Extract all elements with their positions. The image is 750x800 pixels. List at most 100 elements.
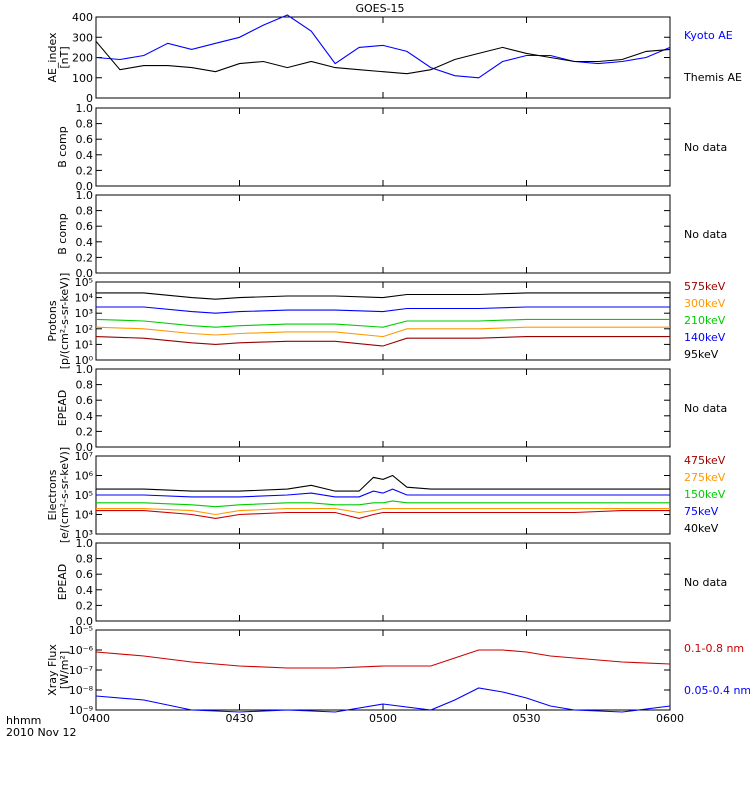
legend-label: 150keV xyxy=(684,488,726,501)
panel-epead2: 0.0 0.2 0.4 0.6 0.8 1.0 EPEAD No data xyxy=(56,537,727,628)
panel-ae: 0 100 200 300 400 AE_index [nT] Kyoto AE Themis … xyxy=(46,11,742,105)
y-tick-label: 1.0 xyxy=(76,102,94,115)
y-tick-label: 10⁰ xyxy=(75,354,94,367)
y-axis-label: Xray Flux xyxy=(46,644,59,696)
y-axis-label: B comp xyxy=(56,213,69,255)
legend-label: 75keV xyxy=(684,505,719,518)
legend-label: 0.05-0.4 nm xyxy=(684,684,750,697)
x-tick-label: 0430 xyxy=(226,712,254,725)
y-tick-label: 10⁻⁵ xyxy=(69,624,93,637)
y-tick-label: 0.0 xyxy=(76,441,94,454)
series-line-95kev xyxy=(95,336,670,347)
y-axis-label: Protons xyxy=(46,300,59,341)
y-axis-label: [p/(cm²-s-sr-keV)] xyxy=(58,273,71,370)
y-tick-label: 0.6 xyxy=(76,220,94,233)
y-tick-label: 10⁴ xyxy=(75,292,94,305)
y-tick-label: 0.4 xyxy=(76,149,94,162)
y-tick-label: 0.8 xyxy=(76,205,94,218)
y-tick-label: 0.6 xyxy=(76,133,94,146)
y-tick-label: 0.0 xyxy=(76,615,94,628)
legend-label: 300keV xyxy=(684,297,726,310)
legend-label: 475keV xyxy=(684,454,726,467)
legend-label: No data xyxy=(684,141,727,154)
series-line-275kev xyxy=(96,488,670,498)
x-tick-label: 0530 xyxy=(513,712,541,725)
panels-group: 0 100 200 300 400 AE_index [nT] Kyoto AE Themis … xyxy=(46,11,750,725)
y-tick-label: 400 xyxy=(72,11,93,24)
legend-label: No data xyxy=(684,576,727,589)
y-axis-label: EPEAD xyxy=(56,564,69,601)
panel-frame xyxy=(95,368,671,448)
series-line-210kev xyxy=(95,318,670,328)
series-line-40kev xyxy=(96,510,670,519)
series-line-75kev xyxy=(96,508,670,516)
y-tick-label: 1.0 xyxy=(76,189,94,202)
y-tick-label: 0.0 xyxy=(76,180,94,193)
y-tick-label: 0 xyxy=(86,92,93,105)
legend-label: No data xyxy=(684,228,727,241)
y-tick-label: 10⁷ xyxy=(75,450,93,463)
legend-label: 575keV xyxy=(684,280,726,293)
y-tick-label: 0.6 xyxy=(76,568,94,581)
y-tick-label: 10⁻⁸ xyxy=(69,684,94,697)
y-tick-label: 0.6 xyxy=(76,394,94,407)
y-tick-label: 0.4 xyxy=(76,236,94,249)
legend-label: 95keV xyxy=(684,348,719,361)
y-tick-label: 10³ xyxy=(75,307,93,320)
panel-epead1: 0.0 0.2 0.4 0.6 0.8 1.0 EPEAD No data xyxy=(56,363,727,454)
panel-frame xyxy=(95,281,671,361)
y-axis-label: Electrons xyxy=(46,469,59,520)
panel-frame xyxy=(95,107,671,187)
y-tick-label: 10² xyxy=(75,323,93,336)
legend-label: 0.1-0.8 nm xyxy=(684,642,744,655)
chart-title: GOES-15 xyxy=(355,2,404,15)
panel-bcomp2: 0.0 0.2 0.4 0.6 0.8 1.0 B comp No data xyxy=(56,189,727,280)
y-tick-label: 1.0 xyxy=(76,537,94,550)
y-tick-label: 10⁻⁷ xyxy=(69,664,93,677)
y-tick-label: 10¹ xyxy=(75,338,93,351)
x-tick-label: 0600 xyxy=(656,712,684,725)
x-tick-label: 0400 xyxy=(82,712,110,725)
legend-label: Kyoto AE xyxy=(684,29,733,42)
series-line-140kev xyxy=(95,326,670,338)
legend-label: 40keV xyxy=(684,522,719,535)
series-line-themis-ae xyxy=(95,40,671,75)
y-tick-label: 10⁵ xyxy=(75,276,93,289)
y-tick-label: 10⁶ xyxy=(75,470,94,483)
y-axis-label: AE_index xyxy=(46,32,59,83)
series-line-kyoto-ae xyxy=(95,14,671,79)
legend-label: 275keV xyxy=(684,471,726,484)
y-axis-label: B comp xyxy=(56,126,69,168)
legend-label: Themis AE xyxy=(683,71,742,84)
y-tick-label: 0.2 xyxy=(76,425,94,438)
y-tick-label: 100 xyxy=(72,72,93,85)
footer-date-label: 2010 Nov 12 xyxy=(6,726,76,739)
series-line-575kev xyxy=(96,292,670,300)
footer-time-label: hhmm xyxy=(6,714,41,727)
legend-label: No data xyxy=(684,402,727,415)
y-tick-label: 0.8 xyxy=(76,553,94,566)
y-tick-label: 10⁻⁹ xyxy=(69,704,93,717)
y-tick-label: 200 xyxy=(72,52,93,65)
panel-xray: 10⁻⁹ 10⁻⁸ 10⁻⁷ 10⁻⁶ 10⁻⁵ Xray Flux [W/m²] 0.1-0… xyxy=(46,624,750,717)
y-axis-label: [W/m²] xyxy=(58,651,71,689)
y-tick-label: 0.2 xyxy=(76,599,94,612)
y-tick-label: 0.2 xyxy=(76,251,94,264)
series-line-0-05-0-4-nm xyxy=(95,687,671,713)
y-axis-label: [e/(cm²-s-sr-keV)] xyxy=(58,447,71,543)
panel-electrons: 10³ 10⁴ 10⁵ 10⁶ 10⁷ Electrons [e/(cm²-s-sr-keV… xyxy=(46,447,726,543)
panel-frame xyxy=(95,194,671,274)
y-tick-label: 10⁻⁶ xyxy=(69,644,94,657)
series-line-0-1-0-8-nm xyxy=(95,649,671,669)
y-tick-label: 0.8 xyxy=(76,379,94,392)
panel-frame xyxy=(95,16,671,99)
y-tick-label: 10³ xyxy=(75,528,93,541)
y-tick-label: 0.2 xyxy=(76,164,94,177)
panel-bcomp1: 0.0 0.2 0.4 0.6 0.8 1.0 B comp No data xyxy=(56,102,727,193)
series-line-300kev xyxy=(96,306,670,314)
y-tick-label: 0.8 xyxy=(76,118,94,131)
y-tick-label: 0.0 xyxy=(76,267,94,280)
panel-frame xyxy=(95,629,671,711)
series-line-150kev xyxy=(96,500,670,508)
